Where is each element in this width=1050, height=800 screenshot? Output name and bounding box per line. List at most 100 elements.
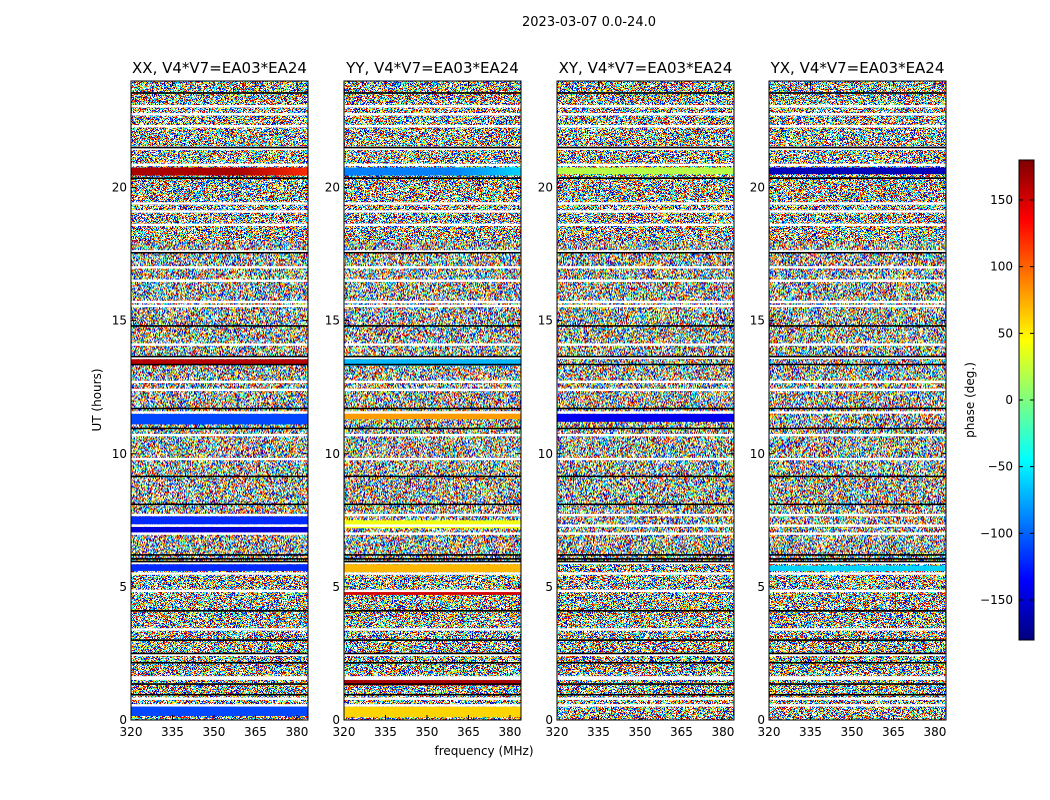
x-tick-label: 320 [546, 725, 569, 739]
flagged-gap [131, 279, 308, 282]
flagged-gap [557, 202, 734, 205]
flagged-gap [769, 676, 946, 679]
y-tick-label: 5 [332, 580, 340, 594]
x-tick-label: 365 [457, 725, 480, 739]
phase-noise-image [131, 81, 308, 720]
x-tick-label: 350 [416, 725, 439, 739]
scan-boundary-line [131, 177, 308, 179]
scan-boundary-line [769, 639, 946, 641]
scan-boundary-line [344, 146, 521, 149]
flagged-gap [344, 532, 521, 535]
flagged-gap [557, 250, 734, 253]
x-tick-label: 335 [587, 725, 610, 739]
y-tick-label: 10 [325, 447, 340, 461]
scan-boundary-line [131, 251, 308, 254]
flagged-gap [769, 677, 946, 680]
flagged-gap [131, 388, 308, 392]
flagged-gap [557, 572, 734, 575]
x-tick-label: 380 [711, 725, 734, 739]
scan-boundary-line [769, 146, 946, 149]
y-tick-label: 20 [325, 181, 340, 195]
flagged-gap [557, 677, 734, 680]
flagged-gap [344, 589, 521, 593]
x-tick-label: 350 [841, 725, 864, 739]
flagged-gap [344, 250, 521, 253]
x-tick-label: 335 [374, 725, 397, 739]
scan-boundary-line [557, 560, 734, 563]
flagged-gap [769, 457, 946, 461]
coherent-band [131, 516, 308, 525]
flagged-gap [131, 266, 308, 269]
flagged-gap [769, 524, 946, 527]
scan-boundary-line [131, 558, 308, 560]
scan-boundary-line [344, 652, 521, 655]
scan-boundary-line [557, 355, 734, 358]
flagged-gap [344, 677, 521, 680]
scan-boundary-line [769, 554, 946, 556]
flagged-gap [769, 704, 946, 707]
x-axis-label: frequency (MHz) [434, 744, 533, 758]
coherent-band [557, 167, 734, 175]
flagged-gap [131, 163, 308, 167]
flagged-gap [131, 433, 308, 437]
scan-boundary-line [131, 560, 308, 563]
scan-boundary-line [557, 475, 734, 478]
x-tick-label: 365 [244, 725, 267, 739]
coherent-band [344, 680, 521, 686]
flagged-gap [557, 210, 734, 213]
flagged-gap [557, 433, 734, 437]
flagged-gap [557, 589, 734, 593]
flagged-gap [344, 304, 521, 308]
scan-boundary-line [344, 639, 521, 641]
y-tick-label: 20 [750, 181, 765, 195]
flagged-gap [769, 380, 946, 384]
flagged-gap [769, 113, 946, 116]
flagged-gap [769, 223, 946, 226]
flagged-gap [344, 653, 521, 656]
flagged-gap [769, 433, 946, 437]
panel-frame [130, 80, 309, 721]
scan-boundary-line [769, 503, 946, 506]
flagged-gap [344, 202, 521, 205]
flagged-gap [557, 532, 734, 535]
colorbar-tick-label: 150 [990, 193, 1013, 207]
flagged-gap [557, 561, 734, 565]
flagged-gap [344, 113, 521, 116]
scan-boundary-line [769, 407, 946, 410]
x-tick-label: 380 [285, 725, 308, 739]
flagged-gap [344, 676, 521, 679]
scan-boundary-line [131, 475, 308, 478]
flagged-gap [557, 163, 734, 167]
flagged-gap [131, 380, 308, 384]
y-tick-label: 5 [119, 580, 127, 594]
scan-boundary-line [769, 683, 946, 685]
flagged-gap [131, 589, 308, 593]
scan-boundary-line [769, 610, 946, 612]
flagged-gap [344, 356, 521, 360]
flagged-gap [557, 388, 734, 392]
colorbar-tick-label: −50 [988, 460, 1013, 474]
scan-boundary-line [131, 610, 308, 612]
flagged-gap [557, 343, 734, 346]
scan-boundary-line [131, 639, 308, 641]
coherent-band [344, 167, 521, 176]
flagged-gap [769, 653, 946, 656]
scan-boundary-line [344, 407, 521, 410]
flagged-gap [344, 279, 521, 282]
flagged-gap [769, 163, 946, 167]
flagged-gap [557, 697, 734, 700]
flagged-gap [131, 356, 308, 360]
flagged-gap [344, 388, 521, 392]
scan-boundary-line [769, 92, 946, 94]
colorbar-tick-label: 0 [1005, 393, 1013, 407]
flagged-gap [557, 411, 734, 414]
flagged-gap [557, 113, 734, 116]
phase-noise-image [344, 81, 521, 720]
panels: XX, V4*V7=EA03*EA24 320 335 350 365 380 0 5 10 15… [112, 59, 947, 739]
flagged-gap [344, 524, 521, 527]
phase-noise-image [557, 81, 734, 720]
scan-boundary-line [557, 251, 734, 254]
flagged-gap [557, 380, 734, 384]
coherent-band [344, 411, 521, 420]
